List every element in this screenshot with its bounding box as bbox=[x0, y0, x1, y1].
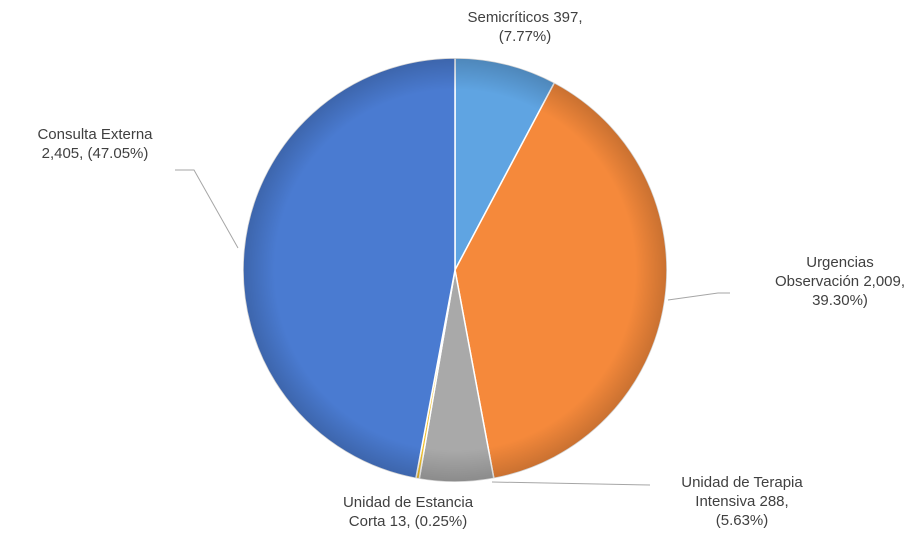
label-percent: 39.30%) bbox=[812, 292, 868, 309]
leader-line bbox=[175, 169, 239, 249]
leader-line bbox=[667, 292, 730, 301]
label-percent: (5.63%) bbox=[715, 512, 769, 529]
label-value: 2,405, bbox=[41, 145, 84, 162]
data-label: Urgencias Observación 2,009, 39.30%) bbox=[765, 253, 915, 310]
label-value: 13, bbox=[389, 513, 411, 530]
leader-lines bbox=[175, 169, 730, 486]
leader-line bbox=[491, 481, 651, 486]
label-name: Unidad de Terapia Intensiva bbox=[681, 474, 803, 510]
data-label: Unidad de Estancia Corta 13, (0.25%) bbox=[328, 493, 488, 531]
label-value: 288, bbox=[759, 493, 789, 510]
label-percent: (7.77%) bbox=[498, 28, 552, 45]
label-percent: (0.25%) bbox=[414, 513, 468, 530]
data-label: Unidad de Terapia Intensiva 288, (5.63%) bbox=[672, 473, 812, 530]
data-label: Consulta Externa 2,405, (47.05%) bbox=[20, 125, 170, 163]
label-value: 397, bbox=[553, 9, 583, 26]
label-name: Urgencias Observación bbox=[774, 254, 874, 290]
label-name: Unidad de Estancia Corta bbox=[342, 494, 474, 530]
label-value: 2,009, bbox=[863, 273, 906, 290]
data-label: Semicríticos 397, (7.77%) bbox=[440, 8, 610, 46]
label-name: Semicríticos bbox=[467, 9, 550, 26]
label-percent: (47.05%) bbox=[87, 145, 149, 162]
label-name: Consulta Externa bbox=[37, 126, 153, 143]
pie-shade bbox=[243, 58, 667, 482]
